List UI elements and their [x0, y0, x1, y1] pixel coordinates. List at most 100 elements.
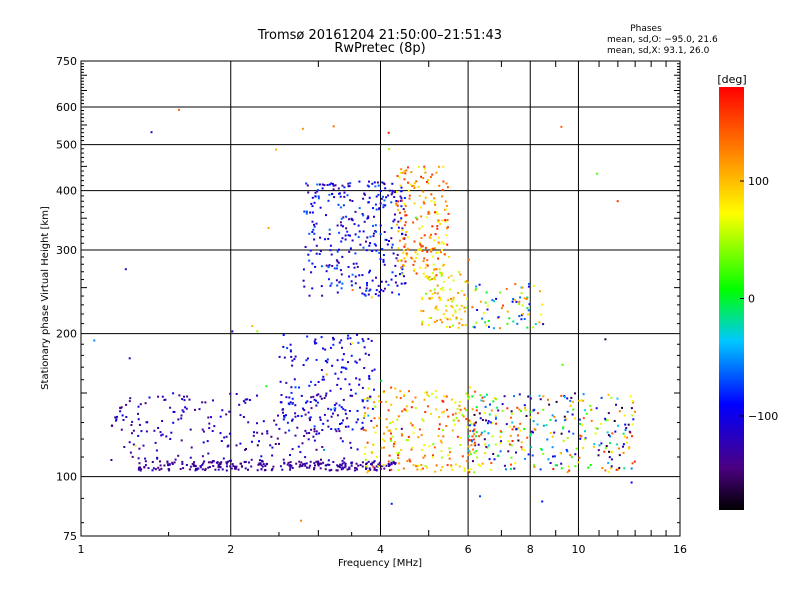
data-point — [373, 467, 376, 470]
data-point — [566, 471, 569, 474]
data-point — [312, 395, 315, 398]
data-point — [410, 406, 413, 409]
data-point — [421, 320, 424, 323]
data-point — [471, 408, 474, 411]
data-point — [368, 271, 371, 274]
data-point — [435, 274, 438, 277]
data-point — [459, 273, 462, 276]
data-point — [307, 191, 310, 194]
data-point — [192, 463, 195, 466]
data-point — [387, 194, 390, 197]
data-point — [339, 269, 342, 272]
data-point — [340, 468, 343, 471]
data-point — [329, 249, 332, 252]
data-point — [341, 462, 344, 465]
data-point — [302, 463, 304, 466]
data-points — [93, 108, 636, 522]
data-point — [293, 358, 296, 361]
data-point — [139, 469, 142, 472]
data-point — [315, 358, 318, 361]
data-point — [230, 467, 233, 470]
data-point — [336, 260, 339, 263]
data-point — [571, 413, 574, 416]
data-point — [407, 166, 409, 169]
data-point — [454, 463, 457, 466]
data-point — [433, 201, 436, 204]
data-point — [363, 220, 366, 223]
data-point — [318, 432, 321, 435]
data-point — [427, 211, 430, 213]
data-point — [452, 296, 455, 299]
data-point — [448, 447, 451, 450]
data-point — [441, 465, 444, 468]
data-point — [466, 394, 469, 397]
data-point — [373, 243, 376, 246]
data-point — [524, 457, 526, 460]
data-point — [631, 462, 634, 465]
x-tick-label: 8 — [527, 543, 534, 556]
data-point — [633, 460, 636, 463]
data-point — [444, 219, 447, 222]
data-point — [468, 424, 471, 427]
data-point — [553, 415, 556, 418]
data-point — [271, 468, 274, 470]
data-point — [418, 165, 420, 168]
data-point — [226, 465, 228, 468]
data-point — [604, 447, 607, 450]
data-point — [327, 407, 330, 410]
data-point — [185, 407, 188, 410]
data-point — [414, 216, 417, 219]
data-point — [344, 463, 347, 466]
data-point — [368, 467, 371, 470]
data-point — [279, 465, 282, 468]
data-point — [315, 222, 318, 225]
data-point — [183, 399, 186, 402]
data-point — [111, 424, 114, 427]
data-point — [143, 466, 146, 469]
data-point — [323, 413, 326, 416]
data-point — [435, 268, 438, 271]
data-point — [282, 334, 285, 336]
data-point — [348, 250, 351, 253]
data-point — [221, 409, 224, 412]
data-point — [511, 440, 514, 442]
data-point — [315, 404, 318, 407]
data-point — [446, 243, 449, 246]
data-point — [458, 465, 461, 468]
data-point — [400, 273, 403, 276]
data-point — [327, 459, 330, 462]
data-point — [390, 459, 393, 462]
data-point — [475, 409, 478, 412]
data-point — [165, 435, 168, 438]
data-point — [377, 294, 380, 297]
data-point — [340, 273, 343, 276]
data-point — [437, 435, 440, 438]
data-point — [361, 421, 364, 424]
data-point — [361, 461, 364, 464]
data-point — [450, 305, 453, 308]
data-point — [248, 399, 251, 401]
data-point — [421, 448, 423, 451]
data-point — [396, 452, 399, 455]
data-point — [372, 461, 375, 464]
data-point — [440, 274, 443, 277]
data-point — [362, 246, 365, 249]
data-point — [405, 439, 408, 442]
data-point — [624, 423, 627, 426]
data-point — [402, 264, 405, 266]
data-point — [513, 425, 515, 428]
data-point — [536, 423, 539, 426]
data-point — [435, 464, 438, 467]
data-point — [569, 404, 572, 407]
data-point — [484, 405, 487, 408]
data-point — [139, 403, 142, 406]
data-point — [413, 187, 416, 189]
data-point — [382, 203, 385, 206]
data-point — [317, 195, 320, 198]
data-point — [319, 467, 322, 470]
data-point — [399, 397, 402, 400]
data-point — [447, 212, 450, 215]
data-point — [239, 414, 242, 417]
data-point — [204, 401, 207, 404]
data-point — [366, 282, 368, 284]
